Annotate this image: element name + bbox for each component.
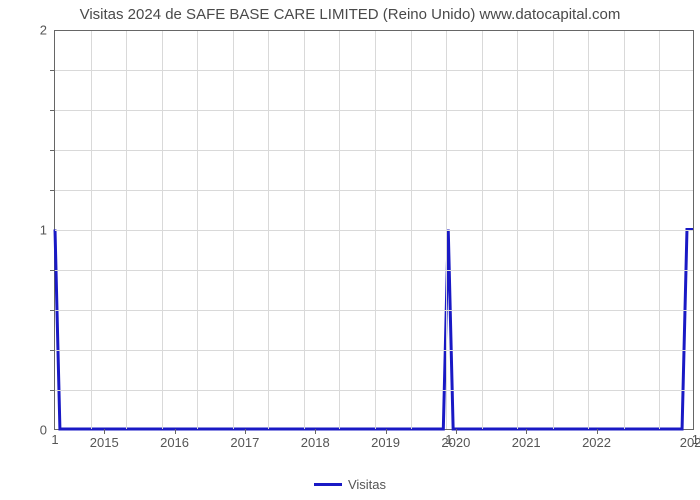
data-point-label: 12 [692,430,700,447]
legend-swatch [314,483,342,486]
data-point-label: 1 [51,430,58,447]
x-axis-tick-label: 2019 [371,429,400,450]
x-axis-tick-label: 2016 [160,429,189,450]
chart-title: Visitas 2024 de SAFE BASE CARE LIMITED (… [0,6,700,23]
data-point-label: 1 [445,430,452,447]
legend-label: Visitas [348,477,386,492]
x-axis-tick-label: 2022 [582,429,611,450]
y-axis-tick-label: 2 [40,23,55,38]
y-axis-tick-label: 1 [40,223,55,238]
x-axis-tick-label: 2021 [512,429,541,450]
plot-border-tr [54,30,694,430]
chart-legend: Visitas [0,476,700,492]
x-axis-tick-label: 2017 [230,429,259,450]
x-axis-tick-label: 2018 [301,429,330,450]
x-axis-tick-label: 2015 [90,429,119,450]
